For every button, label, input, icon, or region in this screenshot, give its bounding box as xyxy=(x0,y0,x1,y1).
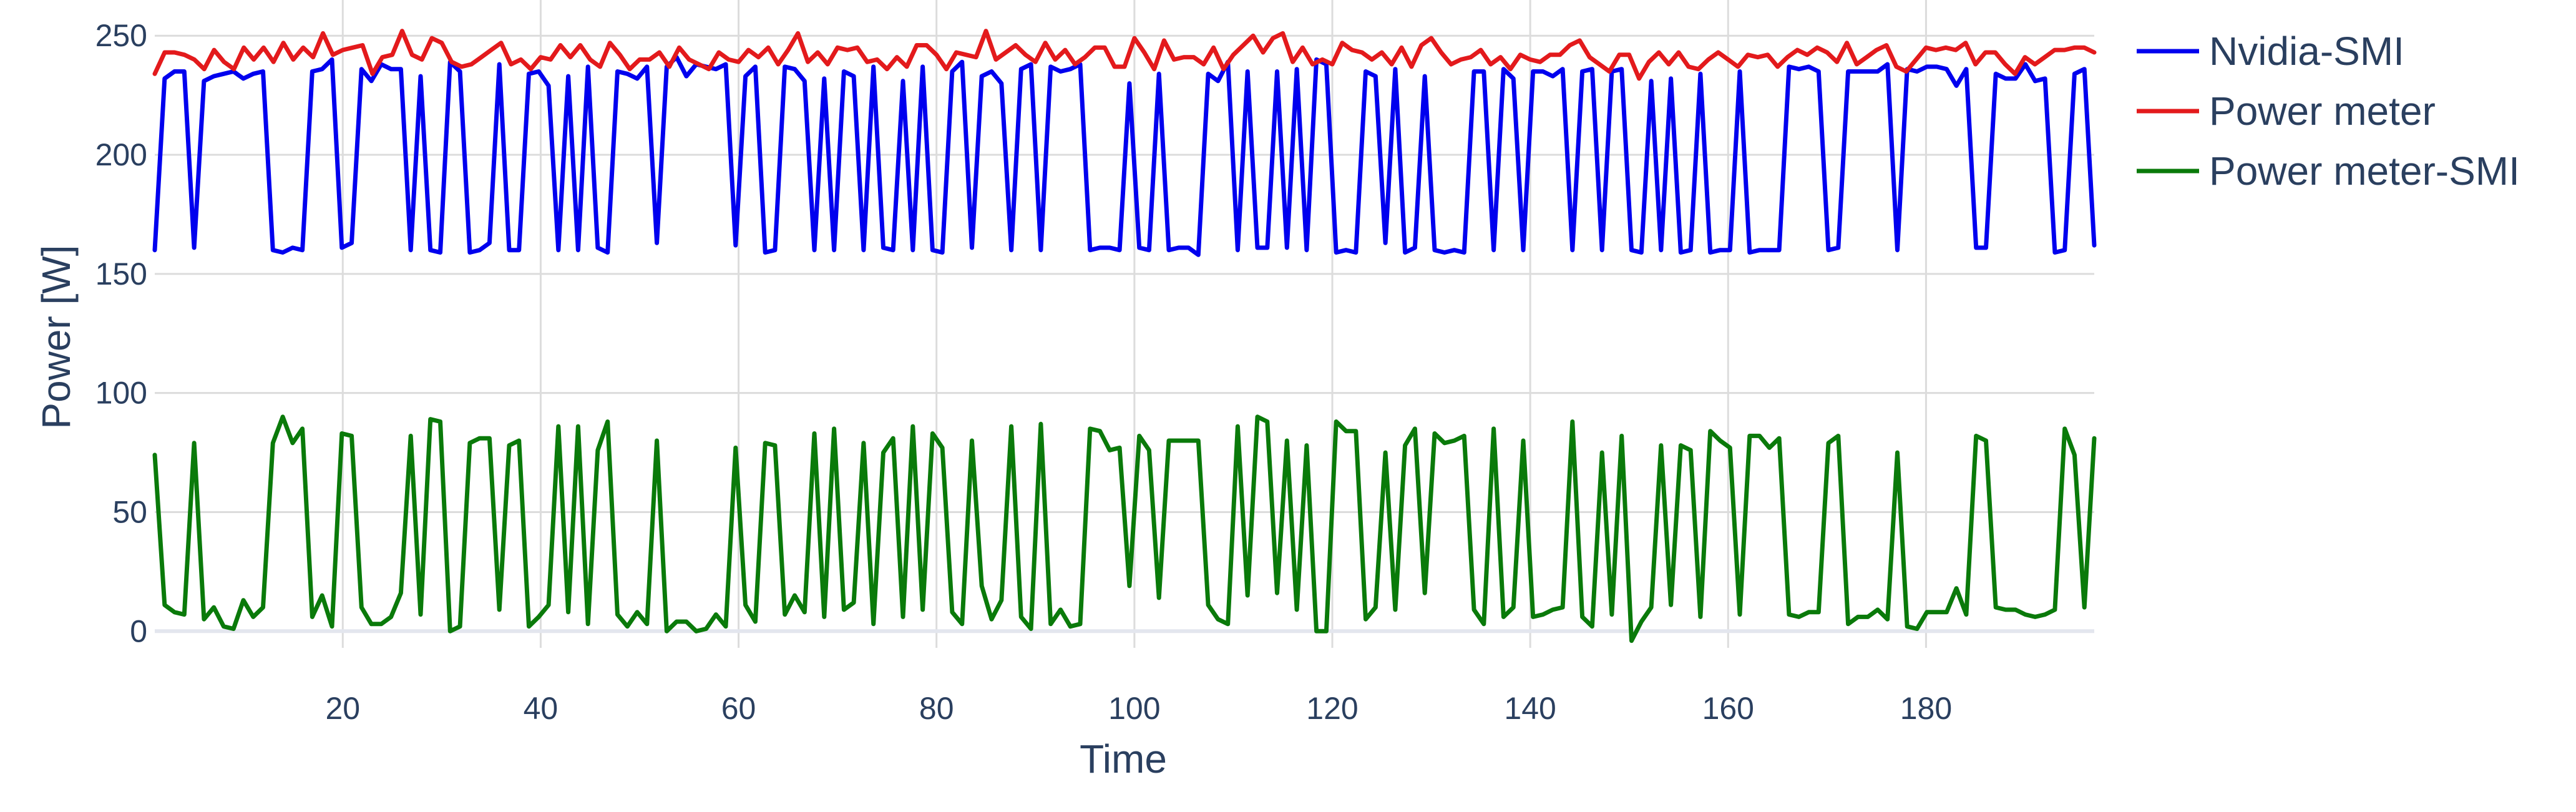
legend-label: Power meter-SMI xyxy=(2209,149,2520,193)
series-line-power-meter-smi xyxy=(152,414,2097,643)
x-tick-label: 100 xyxy=(1108,691,1160,726)
y-tick-label: 250 xyxy=(95,18,147,53)
x-tick-label: 20 xyxy=(325,691,360,726)
y-tick-label: 0 xyxy=(130,614,147,648)
y-axis-title: Power [W] xyxy=(34,245,79,429)
legend-label: Nvidia-SMI xyxy=(2209,29,2404,74)
x-tick-label: 80 xyxy=(919,691,954,726)
y-tick-label: 100 xyxy=(95,376,147,411)
x-axis-title: Time xyxy=(1080,736,1167,781)
y-tick-label: 200 xyxy=(95,137,147,172)
series-line-power-meter xyxy=(152,29,2097,81)
x-tick-label: 140 xyxy=(1504,691,1556,726)
x-tick-label: 60 xyxy=(721,691,756,726)
x-tick-label: 40 xyxy=(524,691,559,726)
x-tick-label: 180 xyxy=(1900,691,1952,726)
legend-label: Power meter xyxy=(2209,89,2436,134)
x-tick-label: 120 xyxy=(1306,691,1358,726)
y-tick-label: 50 xyxy=(112,494,147,529)
series-line-nvidia-smi xyxy=(152,55,2097,257)
y-tick-label: 150 xyxy=(95,257,147,291)
legend: Nvidia-SMI Power meter Power meter-SMI xyxy=(2137,29,2520,193)
x-tick-label: 160 xyxy=(1702,691,1754,726)
